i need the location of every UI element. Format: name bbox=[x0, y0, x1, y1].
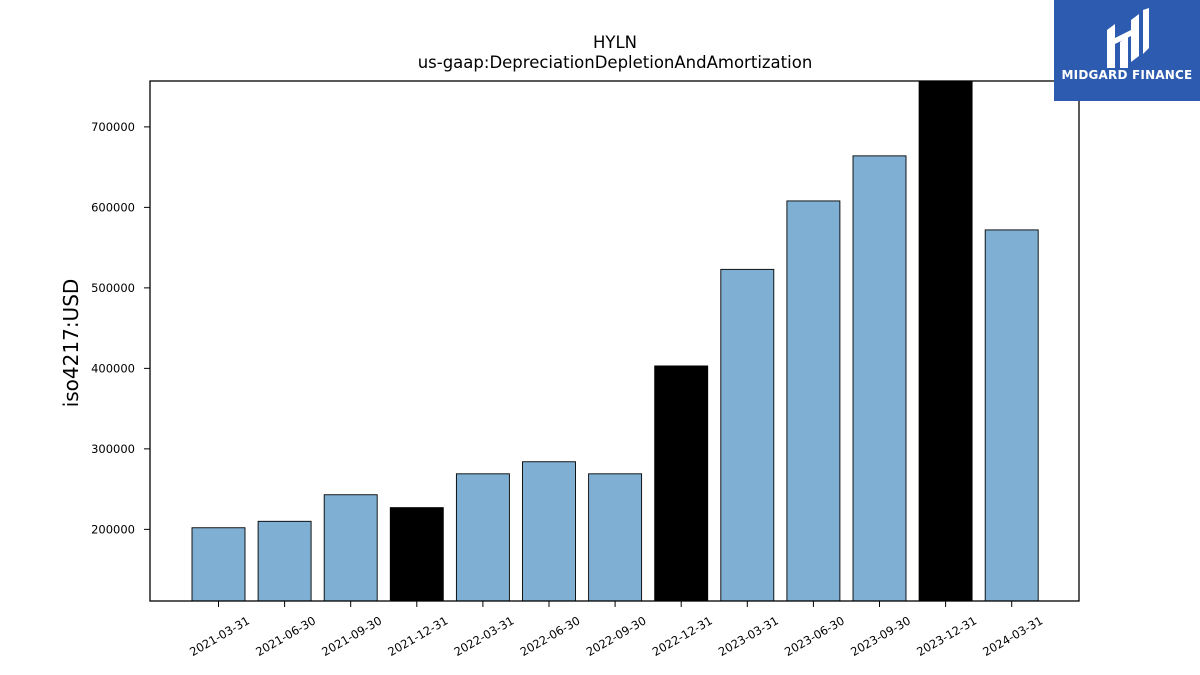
x-axis-ticks: 2021-03-31 2021-06-30 2021-09-30 2021-12-31… bbox=[187, 601, 1045, 659]
y-tick-label: 200000 bbox=[91, 522, 135, 536]
bar-2021-03-31 bbox=[191, 527, 246, 602]
y-tick-label: 300000 bbox=[91, 442, 135, 456]
x-tick-label: 2021-09-30 bbox=[319, 613, 384, 659]
bar-2021-06-30 bbox=[257, 520, 312, 602]
y-tick-label: 700000 bbox=[91, 120, 135, 134]
x-tick-label: 2021-06-30 bbox=[253, 613, 318, 659]
chart-title: HYLN bbox=[593, 33, 637, 52]
bar-2021-12-31 bbox=[389, 507, 444, 602]
x-tick-label: 2022-12-31 bbox=[650, 613, 715, 659]
bar-2022-06-30 bbox=[522, 461, 576, 602]
bar-2022-03-31 bbox=[455, 473, 510, 602]
y-tick-label: 400000 bbox=[91, 361, 135, 375]
bar-2023-12-31 bbox=[918, 80, 973, 602]
y-tick-label: 600000 bbox=[91, 200, 135, 214]
plot-frame bbox=[149, 80, 1080, 602]
bar-2023-09-30 bbox=[852, 155, 907, 602]
x-tick-label: 2023-09-30 bbox=[848, 613, 913, 659]
bar-2024-03-31 bbox=[984, 229, 1039, 602]
x-tick-label: 2023-06-30 bbox=[782, 613, 847, 659]
x-tick-label: 2022-03-31 bbox=[452, 613, 517, 659]
bar-2021-09-30 bbox=[323, 494, 378, 602]
x-tick-label: 2021-12-31 bbox=[385, 613, 450, 659]
y-axis-ticks: 200000 300000 400000 500000 600000 700000 bbox=[91, 120, 150, 536]
x-tick-label: 2024-03-31 bbox=[980, 613, 1045, 659]
midgard-logo-icon bbox=[1107, 8, 1149, 68]
bar-2023-06-30 bbox=[786, 200, 841, 602]
brand-name: MIDGARD FINANCE bbox=[1061, 68, 1193, 82]
bar-2023-03-31 bbox=[720, 268, 775, 602]
x-tick-label: 2023-12-31 bbox=[914, 613, 979, 659]
x-tick-label: 2022-09-30 bbox=[584, 613, 649, 659]
bars-group bbox=[191, 80, 1039, 602]
x-tick-label: 2023-03-31 bbox=[716, 613, 781, 659]
y-tick-label: 500000 bbox=[91, 281, 135, 295]
chart-subtitle: us-gaap:DepreciationDepletionAndAmortiza… bbox=[418, 53, 813, 72]
x-tick-label: 2022-06-30 bbox=[518, 613, 583, 659]
bar-2022-09-30 bbox=[588, 473, 643, 602]
brand-logo: MIDGARD FINANCE bbox=[1054, 0, 1200, 101]
x-tick-label: 2021-03-31 bbox=[187, 613, 252, 659]
y-axis-label: iso4217:USD bbox=[59, 279, 83, 408]
bar-2022-12-31 bbox=[654, 365, 709, 602]
